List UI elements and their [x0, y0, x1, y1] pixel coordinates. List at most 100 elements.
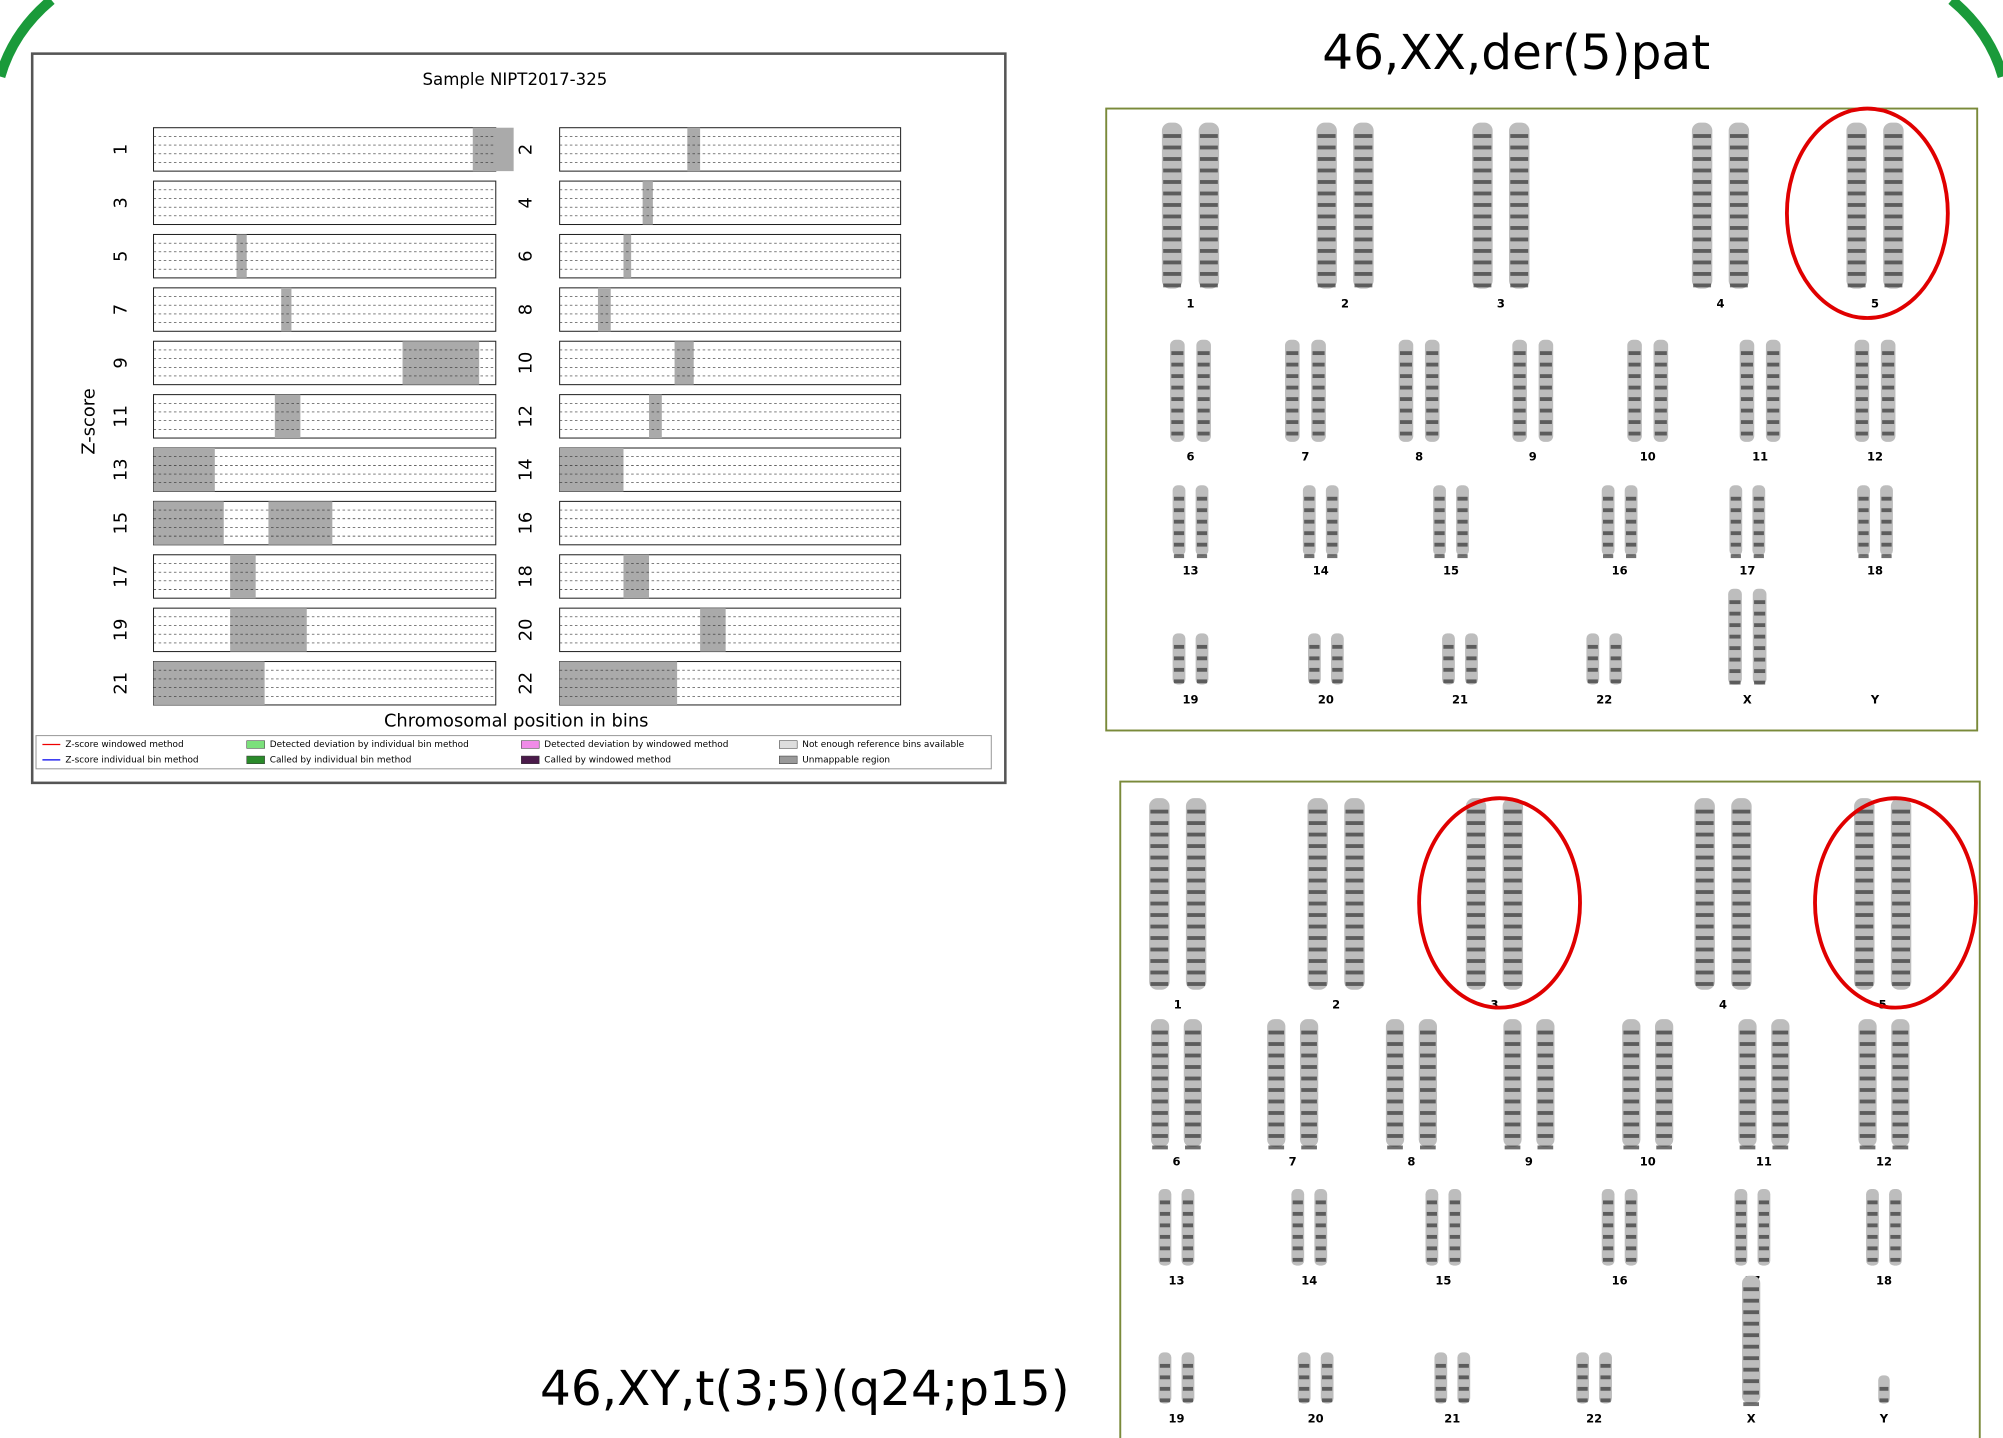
chromosome-band — [1332, 645, 1342, 649]
chromosome-band — [1467, 936, 1485, 940]
legend-label: Not enough reference bins available — [802, 740, 964, 750]
chromosome-band — [1474, 192, 1492, 196]
chromosome-band — [1892, 948, 1910, 952]
chromosome-band — [1467, 821, 1485, 825]
chromosome-band — [1268, 1031, 1284, 1035]
unmappable-region — [560, 448, 624, 491]
chromosome-band — [1309, 936, 1327, 940]
chromosome-band — [1504, 948, 1522, 952]
chromosome-label: 22 — [515, 672, 536, 695]
chromosome-band — [1420, 1123, 1436, 1127]
chromosome-panel — [560, 341, 901, 384]
chromosome-band — [1309, 925, 1327, 929]
chromosome-band — [1855, 936, 1873, 940]
chromosome-band — [1174, 668, 1184, 672]
chromosome-band — [1316, 1212, 1326, 1216]
chromosome-band — [1299, 1364, 1309, 1368]
chromosome-band — [1163, 203, 1181, 207]
chromosome-band — [1434, 531, 1444, 535]
chromosome-number: 17 — [1739, 563, 1755, 577]
chromosome-band — [1268, 1111, 1284, 1115]
legend-swatch — [521, 756, 539, 764]
chromosome-band — [1198, 420, 1210, 424]
chromosome-band — [1309, 879, 1327, 883]
chromosome-band — [1200, 238, 1218, 242]
chromosome-band — [1200, 272, 1218, 276]
chromosome-band — [1629, 374, 1641, 378]
chromosome-band — [1848, 180, 1866, 184]
chromosome-band — [1754, 612, 1765, 616]
chromosome-number: 12 — [1867, 450, 1883, 464]
chromosome-band — [1187, 879, 1205, 883]
chromosome-band — [1268, 1054, 1284, 1058]
chromosome-band — [1656, 1088, 1672, 1092]
chromosome-band — [1313, 432, 1325, 436]
chromosome-band — [1459, 1398, 1469, 1402]
legend-label: Unmappable region — [802, 755, 890, 765]
chromosome-band — [1183, 1235, 1193, 1239]
chromosome-band — [1152, 1134, 1168, 1138]
chromosome-band — [1426, 409, 1438, 413]
chromosome-band — [1150, 925, 1168, 929]
chromosome-band — [1754, 497, 1764, 501]
legend-swatch — [521, 741, 539, 749]
chromosome-band — [1538, 1146, 1554, 1150]
chromosome-band — [1538, 1054, 1554, 1058]
chromosome-band — [1540, 397, 1552, 401]
chromosome-band — [1316, 1200, 1326, 1204]
chromosome-band — [1759, 1258, 1769, 1262]
chromosome-band — [1183, 1375, 1193, 1379]
chromosome-band — [1187, 936, 1205, 940]
chromosome-band — [1183, 1387, 1193, 1391]
chromosome-band — [1693, 261, 1711, 265]
chromosome-band — [1185, 1146, 1201, 1150]
chromosome-band — [1332, 668, 1342, 672]
chromosome-band — [1696, 821, 1714, 825]
chromosome-band — [1400, 409, 1412, 413]
chromosome-band — [1655, 409, 1667, 413]
chromosome-band — [1304, 543, 1314, 547]
chromosome-band — [1540, 363, 1552, 367]
chromosome-band — [1740, 1100, 1756, 1104]
chromosome-band — [1729, 623, 1740, 627]
chromosome-band — [1354, 272, 1372, 276]
chromosome-band — [1474, 157, 1492, 161]
chromosome-band — [1309, 844, 1327, 848]
chromosome-band — [1855, 844, 1873, 848]
chromosome-band — [1588, 668, 1598, 672]
chromosome-band — [1730, 146, 1748, 150]
chromosome-band — [1171, 374, 1183, 378]
chromosome-band — [1322, 1398, 1332, 1402]
chromosome-band — [1318, 226, 1336, 230]
chromosome-band — [1754, 520, 1764, 524]
chromosome-band — [1626, 1223, 1636, 1227]
chromosome-band — [1736, 1258, 1746, 1262]
chromosome-band — [1848, 226, 1866, 230]
chromosome-band — [1187, 890, 1205, 894]
chromosome-band — [1466, 645, 1476, 649]
chromosome-band — [1197, 554, 1207, 558]
chromosome-label: 9 — [111, 357, 132, 368]
chromosome-band — [1427, 1246, 1437, 1250]
chromosome-band — [1623, 1054, 1639, 1058]
chromosome-band — [1313, 374, 1325, 378]
chromosome-band — [1197, 668, 1207, 672]
chromosome-band — [1890, 1212, 1900, 1216]
chromosome-band — [1733, 902, 1751, 906]
chromosome-band — [1354, 169, 1372, 173]
chromosome-panel — [560, 608, 901, 651]
chromosome-number: 7 — [1289, 1155, 1297, 1169]
chromosome-band — [1309, 902, 1327, 906]
chromosome-band — [1200, 134, 1218, 138]
chromosome-band — [1882, 409, 1894, 413]
chromosome-band — [1152, 1031, 1168, 1035]
chromosome-band — [1387, 1065, 1403, 1069]
nipt-title: Sample NIPT2017-325 — [423, 70, 608, 89]
chromosome-band — [1505, 1100, 1521, 1104]
chromosome-band — [1198, 351, 1210, 355]
chromosome-band — [1892, 856, 1910, 860]
chromosome-band — [1892, 879, 1910, 883]
chromosome-band — [1163, 284, 1181, 288]
chromosome-band — [1163, 272, 1181, 276]
unmappable-region — [598, 288, 611, 331]
